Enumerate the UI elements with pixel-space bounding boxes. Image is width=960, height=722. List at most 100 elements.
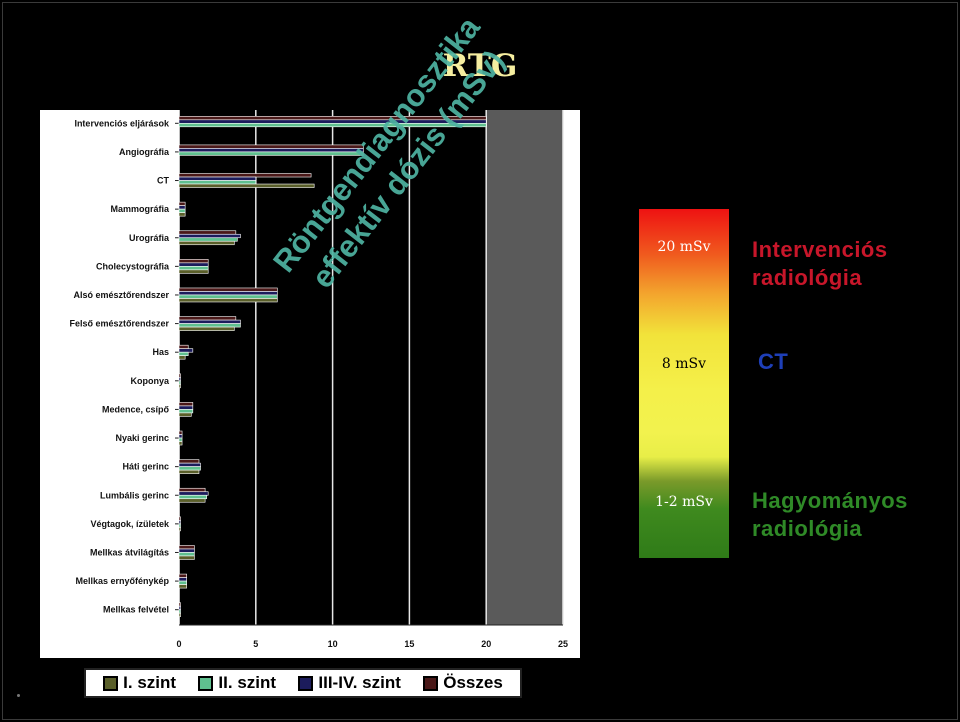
legend-swatch-i-szint — [103, 675, 119, 691]
bar — [178, 262, 209, 267]
bar — [178, 316, 237, 321]
bar — [178, 609, 181, 614]
category-label: Mellkas felvétel — [103, 605, 169, 615]
bar — [178, 548, 195, 553]
bar — [178, 212, 186, 217]
bar — [178, 584, 187, 589]
legend-label-iii-iv-szint: III-IV. szint — [318, 673, 401, 692]
dose-label-low: 1-2 mSv — [655, 494, 713, 510]
category-label: Angiográfia — [119, 147, 170, 157]
bar — [178, 266, 209, 271]
x-tick-label: 25 — [558, 639, 568, 649]
bar — [178, 230, 237, 235]
bar — [178, 545, 195, 550]
x-tick-label: 10 — [328, 639, 338, 649]
bar — [178, 205, 186, 210]
legend-item-i-szint: I. szint — [103, 673, 176, 693]
dose-label-mid: 8 mSv — [661, 356, 707, 372]
bar — [178, 319, 241, 324]
bar — [178, 384, 181, 389]
bar — [178, 459, 200, 464]
bar — [178, 259, 209, 264]
bar — [178, 523, 181, 528]
bar — [178, 434, 183, 439]
legend-label-i-szint: I. szint — [123, 673, 177, 692]
bar — [178, 466, 201, 471]
category-label: Nyaki gerinc — [115, 433, 169, 443]
bar — [178, 577, 187, 582]
legend-swatch-ii-szint — [198, 675, 214, 691]
conventional-radiology-label: Hagyományos radiológia — [752, 487, 908, 543]
bar — [178, 323, 241, 328]
bar — [178, 298, 278, 303]
bar — [178, 380, 181, 385]
dose-label-high: 20 mSv — [657, 239, 711, 255]
category-label: Lumbális gerinc — [100, 490, 169, 500]
bar-chart: 0 5 10 15 20 25 Intervenciós eljárások Angiográ… — [69, 110, 568, 649]
chart-legend: I. szint II. szint III-IV. szint Összes — [84, 668, 522, 698]
bar — [178, 208, 186, 213]
bar — [178, 469, 200, 474]
bar — [178, 233, 241, 239]
bar — [178, 344, 189, 349]
intervention-label-line-2: radiológia — [752, 265, 863, 290]
decorative-dot — [17, 694, 20, 697]
category-label: Urográfia — [129, 233, 170, 243]
slide-title: RTG — [442, 48, 518, 84]
legend-item-osszes: Összes — [423, 673, 503, 693]
category-label: Medence, csípő — [102, 404, 170, 414]
bar — [178, 237, 238, 242]
bar — [178, 351, 189, 356]
bar — [178, 148, 364, 153]
legend-label-osszes: Összes — [443, 673, 503, 692]
bar — [178, 326, 235, 331]
bar — [178, 180, 257, 185]
category-label: Koponya — [130, 376, 169, 386]
bar — [178, 494, 207, 500]
x-tick-label: 5 — [253, 639, 258, 649]
bar — [178, 173, 312, 178]
shaded-region — [486, 110, 563, 625]
x-tick-label: 15 — [404, 639, 414, 649]
bar — [178, 441, 183, 446]
bar — [178, 201, 186, 206]
bar — [178, 405, 194, 410]
legend-swatch-iii-iv-szint — [298, 675, 314, 691]
legend-swatch-osszes — [423, 675, 439, 691]
ct-label: CT — [758, 349, 789, 374]
category-label: Háti gerinc — [122, 462, 169, 472]
category-label: Mellkas ernyőfénykép — [75, 576, 169, 586]
bar — [178, 402, 194, 407]
x-tick-label: 0 — [176, 639, 181, 649]
bar — [178, 605, 181, 610]
bar — [178, 612, 181, 617]
category-label: Alsó emésztőrendszer — [73, 290, 169, 300]
category-label: Intervenciós eljárások — [74, 118, 170, 128]
category-label: CT — [157, 176, 169, 186]
category-label: Cholecystográfia — [96, 261, 170, 271]
bar — [178, 373, 181, 378]
category-label: Has — [152, 347, 169, 357]
bar — [178, 151, 364, 156]
bar — [178, 355, 186, 360]
legend-item-ii-szint: II. szint — [198, 673, 276, 693]
intervention-label-line-1: Intervenciós — [752, 237, 888, 262]
legend-item-iii-iv-szint: III-IV. szint — [298, 673, 401, 693]
bar — [178, 462, 201, 467]
bar — [178, 516, 181, 521]
category-label: Végtagok, ízületek — [90, 519, 170, 529]
bar — [178, 602, 181, 607]
bar — [178, 176, 257, 181]
chart-panel: 0 5 10 15 20 25 Intervenciós eljárások Angiográ… — [40, 110, 580, 658]
bar — [178, 123, 487, 128]
bar — [178, 580, 187, 585]
category-label: Felső emésztőrendszer — [69, 319, 169, 329]
bar — [178, 269, 209, 274]
conventional-label-line-2: radiológia — [752, 516, 863, 541]
bar — [178, 498, 206, 503]
legend-label-ii-szint: II. szint — [218, 673, 277, 692]
conventional-label-line-1: Hagyományos — [752, 488, 908, 513]
bar — [178, 377, 181, 382]
bar — [178, 412, 192, 417]
